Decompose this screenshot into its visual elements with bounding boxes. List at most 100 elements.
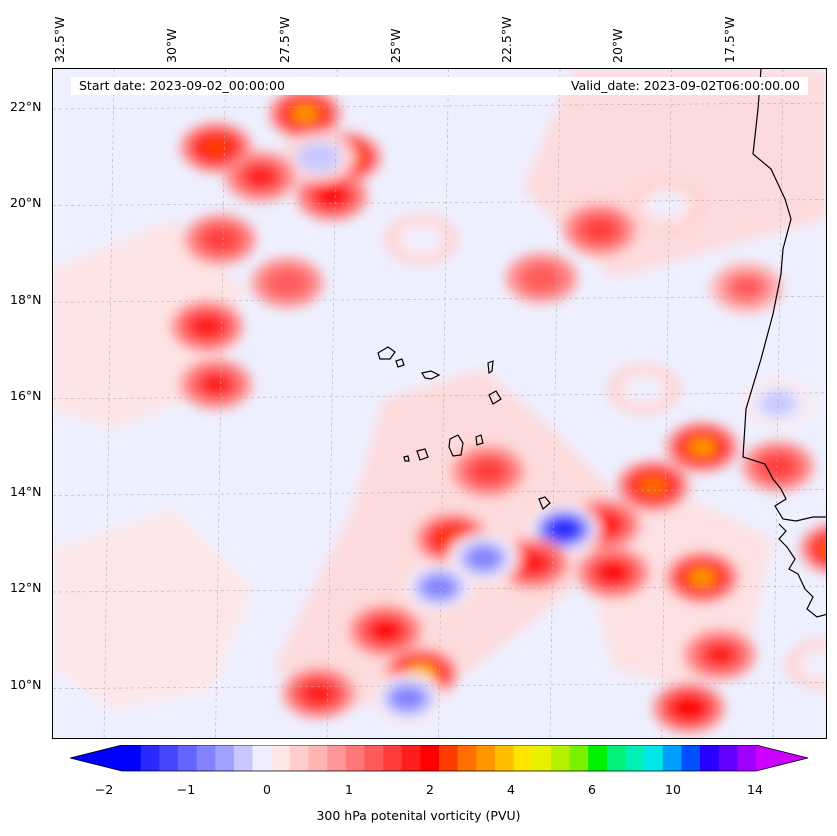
- positive-pv-contour: [204, 227, 237, 251]
- positive-pv-contour: [638, 475, 668, 496]
- positive-pv-contour: [583, 218, 617, 242]
- colorbar-tick-label: 2: [426, 782, 434, 797]
- latitude-label: 10°N: [10, 677, 42, 692]
- senegal-dakar: [538, 496, 551, 511]
- positive-pv-contour: [597, 562, 629, 584]
- longitude-label: 27.5°W: [277, 16, 292, 63]
- colorbar-bin: [327, 745, 347, 771]
- colorbar-bin: [494, 745, 515, 771]
- pv-features: [171, 88, 826, 733]
- positive-pv-contour: [821, 541, 826, 556]
- negative-pv-contour: [647, 192, 686, 219]
- positive-pv-contour: [244, 165, 278, 189]
- latitude-label: 16°N: [10, 388, 42, 403]
- colorbar-bin: [420, 745, 440, 771]
- date-info-bar: Start date: 2023-09-02_00:00:00 Valid_da…: [71, 77, 808, 95]
- colorbar-bin: [233, 745, 254, 771]
- positive-pv-contour: [303, 682, 334, 705]
- cape-verde-sal: [487, 360, 494, 375]
- negative-pv-contour: [759, 390, 797, 417]
- longitude-label: 25°W: [388, 28, 403, 63]
- colorbar-bin: [345, 745, 365, 771]
- pv-contour-map: [53, 69, 826, 738]
- meridian-line: [438, 69, 449, 738]
- cape-verde-sao-nicolau: [421, 370, 441, 380]
- longitude-label: 32.5°W: [52, 16, 67, 63]
- cape-verde-maio: [475, 434, 484, 446]
- colorbar-bin: [177, 745, 198, 771]
- positive-pv-contour: [703, 643, 737, 667]
- latitude-label: 22°N: [10, 99, 42, 114]
- colorbar-bin: [140, 745, 160, 771]
- colorbar-bin: [513, 745, 533, 771]
- colorbar-tick-label: 1: [345, 782, 353, 797]
- colorbar-bin: [681, 745, 701, 771]
- positive-pv-contour: [522, 265, 561, 292]
- longitude-label: 22.5°W: [499, 16, 514, 63]
- colorbar-bin: [550, 745, 571, 771]
- meridian-line: [326, 69, 338, 738]
- colorbar-tick-label: 14: [747, 782, 763, 797]
- colorbar-bin: [662, 745, 682, 771]
- longitude-label: 20°W: [610, 28, 625, 63]
- colorbar-title: 300 hPa potenital vorticity (PVU): [316, 808, 521, 823]
- negative-pv-contour: [423, 576, 455, 598]
- colorbar-bin: [700, 745, 720, 771]
- colorbar-bin: [532, 745, 552, 771]
- positive-pv-contour: [316, 185, 348, 207]
- positive-pv-contour: [291, 104, 319, 124]
- colorbar-bin: [215, 745, 235, 771]
- colorbar-bin: [588, 745, 608, 771]
- negative-pv-contour: [392, 687, 424, 709]
- cape-verde-brava: [403, 455, 410, 462]
- meridian-line: [772, 69, 784, 738]
- latitude-label: 14°N: [10, 484, 42, 499]
- africa-coastline-south: [778, 523, 826, 618]
- colorbar-bin: [289, 745, 309, 771]
- positive-pv-contour: [191, 315, 223, 337]
- colorbar-bin: [159, 745, 179, 771]
- colorbar-bin: [122, 745, 142, 771]
- coastline: [377, 69, 826, 618]
- cape-verde-boa-vista: [488, 390, 502, 405]
- colorbar-bin: [383, 745, 403, 771]
- graticule: [53, 69, 826, 738]
- colorbar-bin: [718, 745, 738, 771]
- colorbar-bin: [439, 745, 459, 771]
- latitude-label: 18°N: [10, 292, 42, 307]
- colorbar-bin: [308, 745, 328, 771]
- colorbar-outline: [70, 745, 809, 772]
- colorbar-bin: [625, 745, 645, 771]
- positive-pv-contour: [674, 697, 704, 718]
- latitude-label: 12°N: [10, 580, 42, 595]
- start-date-text: Start date: 2023-09-02_00:00:00: [79, 78, 285, 93]
- negative-pv-contour: [302, 145, 336, 169]
- colorbar-bin: [606, 745, 626, 771]
- positive-pv-contour: [517, 552, 548, 574]
- colorbar-bin: [271, 745, 291, 771]
- valid-date-text: Valid_date: 2023-09-02T06:00:00.00: [570, 78, 800, 93]
- positive-pv-contour: [728, 274, 766, 301]
- cape-verde-santiago: [448, 434, 464, 457]
- positive-pv-contour: [688, 437, 716, 457]
- colorbar-bin: [569, 745, 589, 771]
- colorbar-bin: [737, 745, 757, 771]
- colorbar-bin: [196, 745, 216, 771]
- negative-pv-contour: [625, 376, 663, 403]
- colorbar-tick-label: 4: [507, 782, 515, 797]
- cape-verde-sao-vicente: [395, 358, 405, 368]
- longitude-label: 30°W: [164, 28, 179, 63]
- colorbar-bin: [252, 745, 272, 771]
- positive-pv-contour: [471, 459, 505, 483]
- positive-pv-contour: [370, 620, 401, 642]
- meridian-line: [549, 69, 561, 738]
- meridian-line: [215, 69, 226, 738]
- negative-pv-contour: [803, 651, 826, 678]
- colorbar-bin: [401, 745, 421, 771]
- colorbar-tick-label: −2: [94, 782, 114, 797]
- colorbar-tick-label: 6: [588, 782, 596, 797]
- colorbar-bin: [457, 745, 477, 771]
- positive-pv-contour: [201, 137, 231, 158]
- colorbar-bin: [644, 745, 664, 771]
- colorbar-max-extend: [756, 745, 808, 771]
